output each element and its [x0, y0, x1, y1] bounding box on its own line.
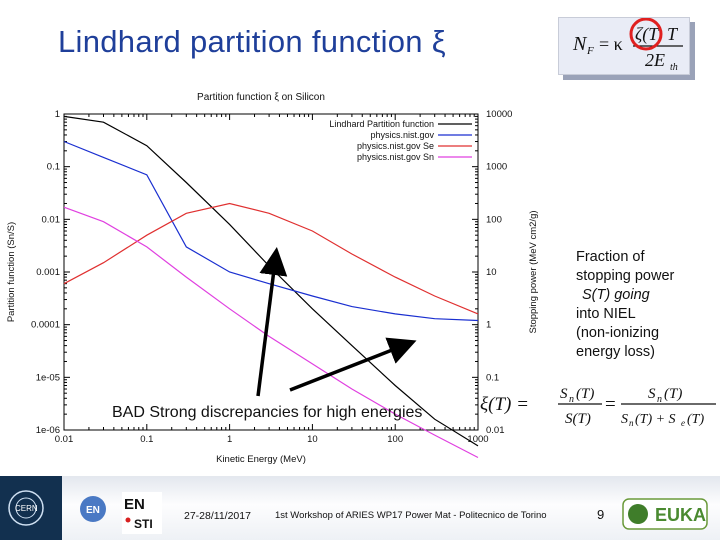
- svg-text:ξ(T) =: ξ(T) =: [480, 394, 529, 415]
- cern-logo-text: CERN: [15, 504, 38, 513]
- svg-text:th: th: [670, 62, 678, 73]
- svg-text:ζ(T: ζ(T: [635, 24, 660, 45]
- page-number: 9: [597, 507, 605, 522]
- svg-text:e: e: [681, 418, 685, 428]
- y-right-tick-label: 1000: [486, 162, 507, 173]
- x-tick-label: 1: [227, 434, 232, 445]
- cern-logo: CERN: [0, 476, 62, 540]
- legend-label: physics.nist.gov: [370, 130, 434, 140]
- x-tick-label: 1000: [467, 434, 488, 445]
- nf-formula: N F = κ ζ(T T 2E th: [572, 17, 683, 73]
- svg-text:(T): (T): [664, 386, 682, 402]
- fraction-line: (non-ionizing: [576, 325, 660, 341]
- footer-bar: [0, 476, 720, 540]
- highlight-circle: [629, 17, 663, 51]
- svg-text:S: S: [621, 412, 628, 427]
- svg-text:n: n: [629, 418, 634, 428]
- legend-label: Lindhard Partition function: [329, 119, 434, 129]
- discrepancy-annotation: BAD Strong discrepancies for high energi…: [112, 404, 423, 421]
- arrow-to-knee: [256, 247, 288, 397]
- arrow-to-high-energy: [289, 337, 417, 392]
- en-sti-logo: EN STI: [122, 492, 162, 534]
- svg-text:T: T: [667, 24, 679, 44]
- series-line-2: [63, 202, 479, 315]
- svg-text:2E: 2E: [645, 50, 665, 70]
- legend-label: physics.nist.gov Sn: [357, 152, 434, 162]
- euka-logo-text: EUKA: [655, 505, 706, 525]
- svg-text:N: N: [572, 33, 588, 55]
- y-right-tick-label: 0.01: [486, 425, 505, 436]
- svg-text:F: F: [586, 45, 594, 57]
- svg-text:EN: EN: [124, 496, 145, 513]
- x-tick-label: 10: [307, 434, 318, 445]
- slide-title: Lindhard partition function ξ: [58, 24, 446, 59]
- y-left-tick-label: 1: [55, 109, 60, 120]
- y-right-tick-label: 0.1: [486, 372, 499, 383]
- y-right-tick-label: 10000: [486, 109, 512, 120]
- y-right-tick-label: 10: [486, 267, 497, 278]
- fraction-line: S(T) going: [582, 287, 650, 303]
- x-tick-label: 100: [387, 434, 403, 445]
- nf-formula-box: N F = κ ζ(T T 2E th: [558, 17, 690, 75]
- y-left-axis-label: Partition function (Sn/S): [6, 222, 17, 322]
- y-left-tick-label: 1e-05: [36, 372, 60, 383]
- footer-date: 27-28/11/2017: [184, 510, 251, 522]
- svg-text:S: S: [560, 386, 568, 402]
- svg-text:(T): (T): [576, 386, 594, 402]
- y-left-tick-label: 1e-06: [36, 425, 60, 436]
- fraction-annotation: Fraction of stopping power S(T) going in…: [576, 248, 706, 362]
- svg-text:(T): (T): [687, 412, 704, 427]
- euka-logo: EUKA: [622, 498, 708, 530]
- footer-workshop: 1st Workshop of ARIES WP17 Power Mat - P…: [275, 510, 547, 521]
- legend-label: physics.nist.gov Se: [357, 141, 434, 151]
- en-logo-text: EN: [86, 505, 100, 516]
- y-left-tick-label: 0.0001: [31, 320, 60, 331]
- svg-text:n: n: [569, 394, 574, 405]
- chart-title: Partition function ξ on Silicon: [197, 92, 325, 103]
- y-right-axis-label: Stopping power (MeV cm2/g): [528, 210, 539, 333]
- svg-text:S: S: [648, 386, 656, 402]
- fraction-line: stopping power: [576, 268, 675, 284]
- x-tick-label: 0.01: [55, 434, 74, 445]
- y-right-tick-label: 100: [486, 214, 502, 225]
- fraction-line: Fraction of: [576, 249, 645, 265]
- svg-text:STI: STI: [134, 517, 153, 531]
- svg-text:(T) + S: (T) + S: [635, 412, 676, 427]
- footer: CERN EN EN STI 27-28/11/2017 1st Worksho…: [0, 476, 720, 540]
- en-logo: EN: [80, 496, 106, 522]
- x-tick-label: 0.1: [140, 434, 153, 445]
- svg-text:S(T): S(T): [565, 411, 591, 427]
- y-left-tick-label: 0.001: [36, 267, 60, 278]
- svg-text:n: n: [657, 394, 662, 405]
- chart: Partition function ξ on Silicon 0.01 0.1 1 1…: [6, 92, 539, 465]
- fraction-line: into NIEL: [576, 306, 636, 322]
- series-line-1: [63, 140, 479, 322]
- series-line-3: [63, 206, 479, 459]
- y-left-tick-label: 0.1: [47, 162, 60, 173]
- y-left-tick-label: 0.01: [42, 214, 61, 225]
- xi-formula: ξ(T) = S n (T) S(T) = S n (T) S n (T) + …: [480, 386, 716, 428]
- fraction-line: energy loss): [576, 344, 655, 360]
- svg-text:= κ: = κ: [599, 34, 623, 54]
- y-right-tick-label: 1: [486, 320, 491, 331]
- svg-text:=: =: [605, 394, 616, 415]
- x-axis-label: Kinetic Energy (MeV): [216, 454, 306, 465]
